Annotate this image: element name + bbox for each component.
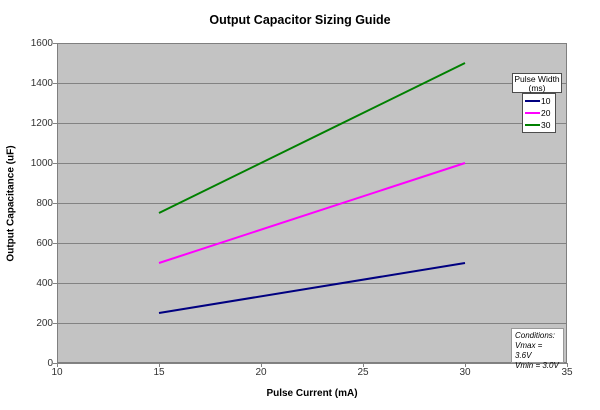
legend-title-line1: Pulse Width (514, 74, 560, 84)
series-line-20 (158, 162, 466, 264)
y-axis-label: Output Capacitance (uF) (5, 145, 17, 262)
legend-line-swatch (525, 100, 540, 102)
y-tick-label: 1600 (30, 38, 53, 49)
legend-entry-label: 10 (541, 96, 551, 106)
legend-line-swatch (525, 124, 540, 126)
x-axis-label: Pulse Current (mA) (266, 388, 358, 399)
x-tick-label: 25 (357, 367, 369, 378)
x-tick-label: 10 (51, 367, 63, 378)
x-tick-label: 30 (459, 367, 471, 378)
conditions-line: Conditions: (515, 331, 556, 340)
legend-entry-label: 30 (541, 120, 551, 130)
legend-entry: 30 (525, 119, 553, 131)
y-tick-label: 600 (36, 238, 53, 249)
x-tick-label: 15 (153, 367, 165, 378)
legend-entry: 20 (525, 107, 553, 119)
y-tick-label: 1400 (30, 78, 53, 89)
y-tick-label: 1000 (30, 158, 53, 169)
legend-entry-label: 20 (541, 108, 551, 118)
chart-title: Output Capacitor Sizing Guide (209, 13, 391, 27)
conditions-line: Vmin = 3.0V (515, 361, 559, 370)
y-tick-label: 200 (36, 318, 53, 329)
legend-title: Pulse Width (ms) (512, 73, 562, 93)
y-tick-label: 400 (36, 278, 53, 289)
series-line-10 (158, 262, 466, 314)
conditions-line: Vmax = 3.6V (515, 341, 543, 360)
x-tick-label: 35 (561, 367, 573, 378)
y-tick-label: 0 (47, 358, 53, 369)
y-tick-label: 1200 (30, 118, 53, 129)
conditions-annotation: Conditions: Vmax = 3.6V Vmin = 3.0V (511, 328, 564, 370)
x-tick-label: 20 (255, 367, 267, 378)
y-tick-label: 800 (36, 198, 53, 209)
legend-line-swatch (525, 112, 540, 114)
series-line-30 (158, 62, 466, 214)
legend-title-line2: (ms) (528, 83, 546, 93)
legend: 10 20 30 (522, 93, 556, 133)
legend-entry: 10 (525, 95, 553, 107)
